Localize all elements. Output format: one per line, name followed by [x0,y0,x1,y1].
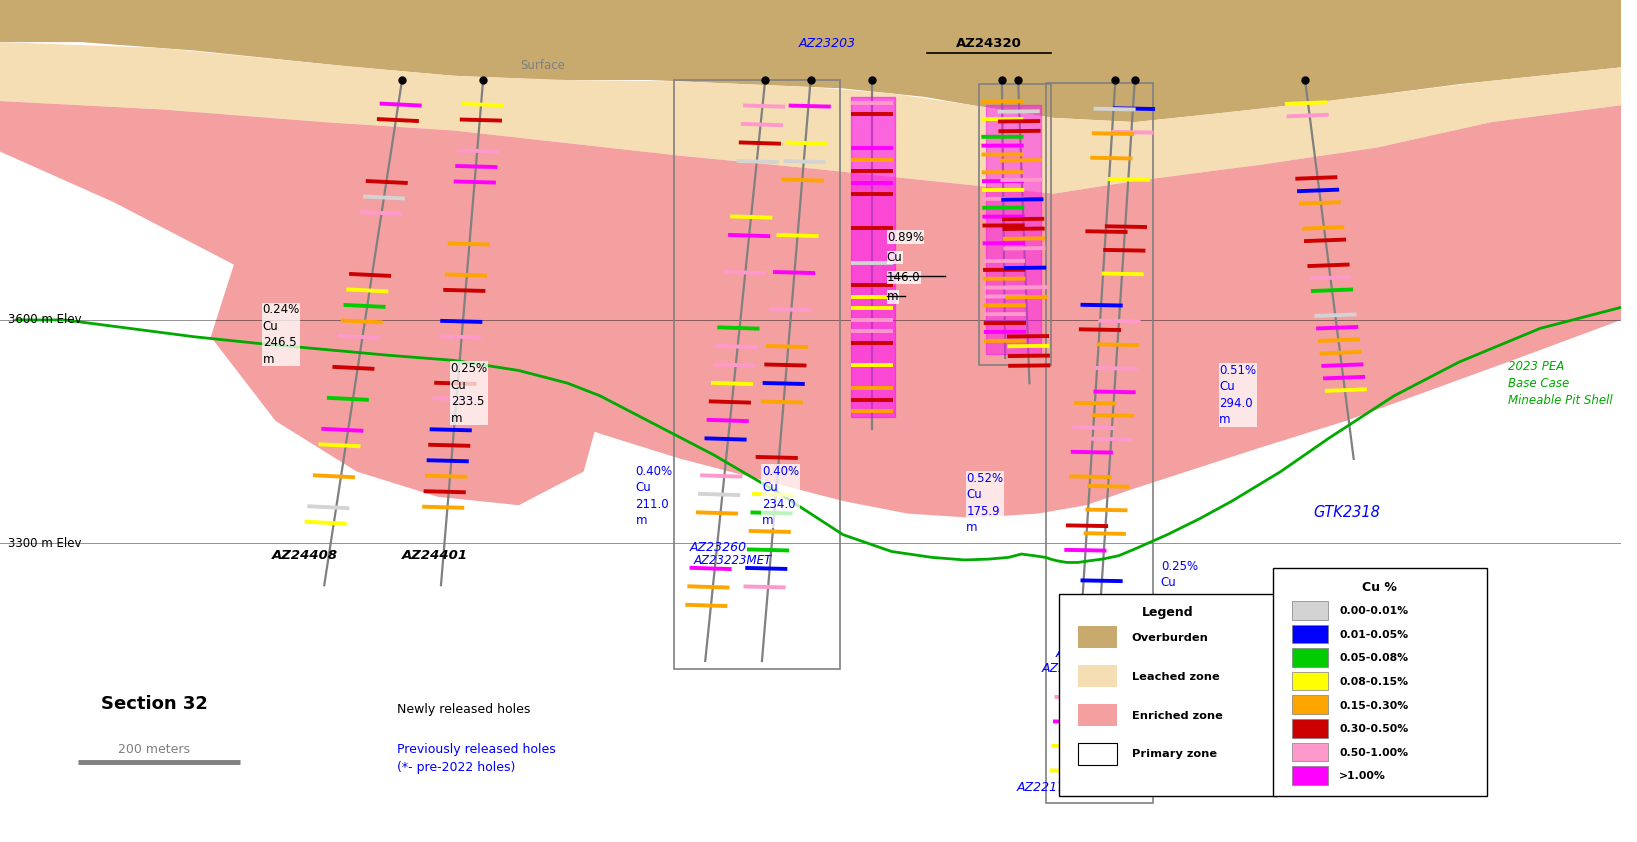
Text: Cu %: Cu % [1362,581,1396,594]
Text: 0.08-0.15%: 0.08-0.15% [1339,677,1408,687]
Text: Previously released holes
(*- pre-2022 holes): Previously released holes (*- pre-2022 h… [398,743,557,774]
Text: 0.01-0.05%: 0.01-0.05% [1339,630,1408,640]
Text: 0.30-0.50%: 0.30-0.50% [1339,724,1408,734]
Text: 200 meters: 200 meters [118,743,190,755]
FancyBboxPatch shape [1272,568,1486,796]
Text: Leached zone: Leached zone [1131,672,1220,682]
Bar [1292,625,1328,643]
Text: Section 32: Section 32 [100,695,208,712]
Text: Primary zone: Primary zone [1131,749,1216,759]
Bar [1079,743,1116,765]
Bar [1079,704,1116,726]
Text: 0.25%
Cu
233.5
m: 0.25% Cu 233.5 m [450,362,488,424]
Text: 0.40%
Cu
234.0
m: 0.40% Cu 234.0 m [761,465,799,527]
Text: AZ22178: AZ22178 [1017,781,1074,794]
Bar [1292,648,1328,667]
Text: Overburden: Overburden [1131,633,1208,643]
Text: 0.40%
Cu
211.0
m: 0.40% Cu 211.0 m [635,465,673,527]
Text: AZ24320: AZ24320 [956,37,1021,51]
Polygon shape [211,122,616,505]
Text: Newly released holes: Newly released holes [398,703,530,716]
Text: Legend: Legend [1143,606,1193,619]
Text: 0.00-0.01%: 0.00-0.01% [1339,606,1408,616]
Text: Surface: Surface [521,59,565,72]
Text: AZ1049*
AZ22152MET: AZ1049* AZ22152MET [1041,647,1125,674]
Text: 0.24%
Cu
246.5
m: 0.24% Cu 246.5 m [262,303,300,365]
Text: 3300 m Elev: 3300 m Elev [8,536,82,550]
FancyBboxPatch shape [1059,594,1277,796]
Text: 0.15-0.30%: 0.15-0.30% [1339,701,1408,711]
Text: Enriched zone: Enriched zone [1131,711,1223,721]
Text: 0.52%
Cu
175.9
m: 0.52% Cu 175.9 m [966,472,1003,534]
Bar [1292,743,1328,761]
Text: AZ23260: AZ23260 [689,541,746,553]
Text: >1.00%: >1.00% [1339,771,1387,781]
Text: GTK2318: GTK2318 [1313,505,1380,520]
Text: 0.05-0.08%: 0.05-0.08% [1339,653,1408,663]
Text: AZ24408: AZ24408 [272,549,337,562]
Bar [1292,695,1328,714]
Text: AZ24401: AZ24401 [401,549,468,562]
Polygon shape [0,42,1621,194]
Polygon shape [0,101,1621,518]
Bar [1292,719,1328,738]
Text: AZ23203: AZ23203 [799,37,856,51]
Text: 0.50-1.00%: 0.50-1.00% [1339,748,1408,758]
Bar [1292,766,1328,785]
Text: Cu: Cu [887,251,902,264]
Polygon shape [0,0,1621,122]
Bar [1079,665,1116,687]
Text: 0.51%
Cu
294.0
m: 0.51% Cu 294.0 m [1220,364,1256,426]
Polygon shape [851,97,895,417]
Bar [1292,672,1328,690]
Text: 3600 m Elev: 3600 m Elev [8,313,82,327]
Text: 0.25%
Cu
207.0
m: 0.25% Cu 207.0 m [1161,560,1198,622]
Text: m: m [887,290,899,303]
Bar [1292,601,1328,620]
Bar [1079,626,1116,648]
Text: 2023 PEA
Base Case
Mineable Pit Shell: 2023 PEA Base Case Mineable Pit Shell [1508,360,1612,407]
Text: 146.0: 146.0 [887,271,920,284]
Text: 0.89%: 0.89% [887,231,923,243]
Polygon shape [985,105,1041,354]
Text: AZ23223MET: AZ23223MET [694,554,771,567]
